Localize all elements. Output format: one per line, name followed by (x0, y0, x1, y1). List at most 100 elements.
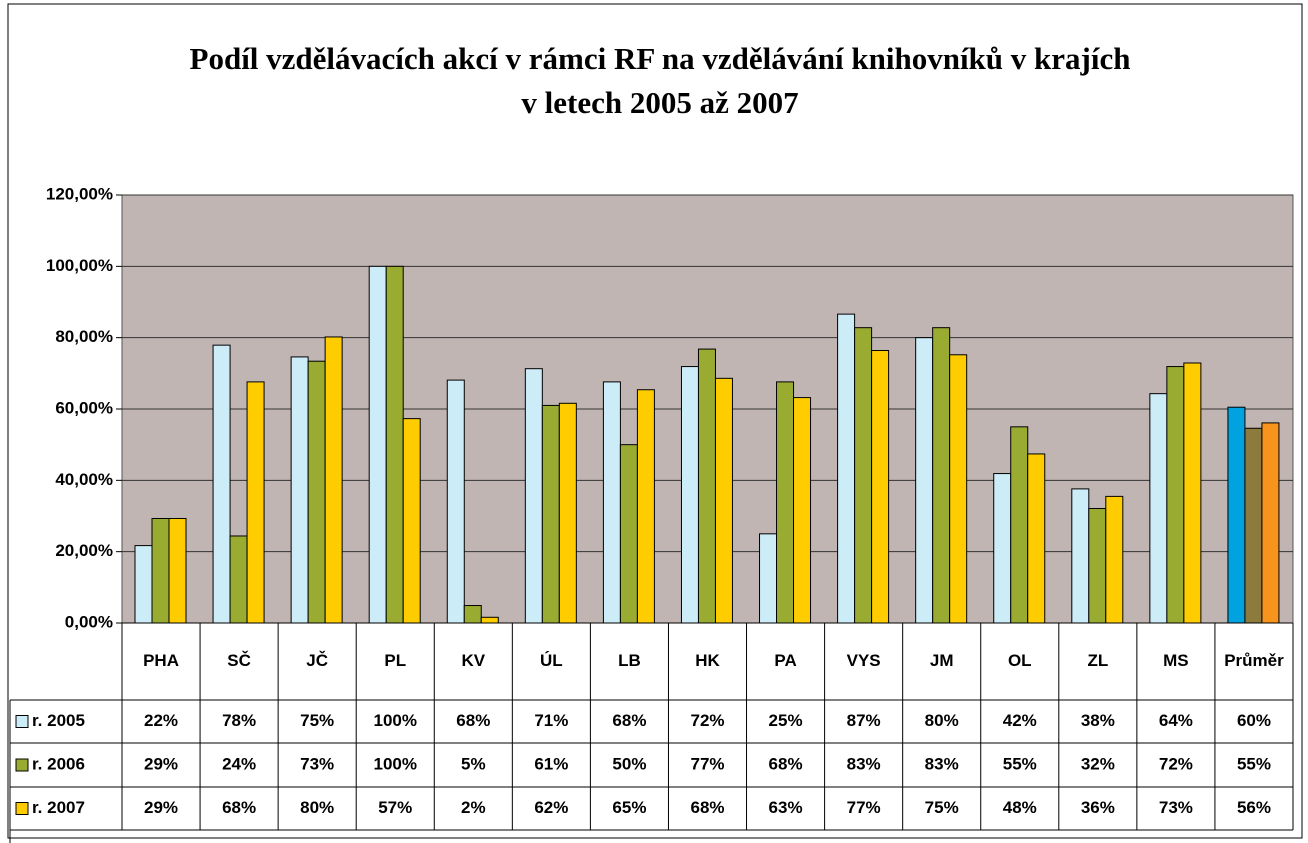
bar (558, 402, 577, 624)
data-label: 78% (222, 711, 256, 730)
data-label: 75% (300, 711, 334, 730)
x-tick-label: ÚL (540, 651, 563, 670)
data-label: 55% (1003, 754, 1037, 773)
data-label: 61% (534, 754, 568, 773)
bar (307, 360, 326, 624)
y-tick-label: 120,00% (46, 184, 113, 203)
data-label: 42% (1003, 711, 1037, 730)
y-tick-label: 100,00% (46, 256, 113, 275)
data-label: 29% (144, 754, 178, 773)
bar (324, 336, 343, 624)
bar (932, 327, 951, 624)
legend-label: r. 2005 (32, 711, 85, 730)
bar (759, 533, 778, 624)
bar (697, 348, 716, 624)
bar (402, 418, 421, 624)
bar (1149, 393, 1168, 624)
bar (854, 327, 873, 624)
data-label: 2% (461, 798, 486, 817)
data-label: 5% (461, 754, 486, 773)
bar (229, 535, 248, 624)
data-label: 68% (690, 798, 724, 817)
data-label: 48% (1003, 798, 1037, 817)
data-label: 100% (373, 754, 416, 773)
bar (1010, 426, 1029, 624)
data-label: 56% (1237, 798, 1271, 817)
bar (949, 354, 968, 624)
legend-label: r. 2007 (32, 798, 85, 817)
bar (619, 444, 638, 624)
data-label: 75% (925, 798, 959, 817)
bar (463, 605, 482, 624)
bar (1261, 422, 1280, 624)
bar (1088, 508, 1107, 624)
data-label: 80% (925, 711, 959, 730)
data-label: 24% (222, 754, 256, 773)
x-tick-label: PHA (143, 651, 179, 670)
chart-title: Podíl vzdělávacích akcí v rámci RF na vz… (190, 41, 1131, 76)
x-tick-label: PA (774, 651, 796, 670)
bar (151, 517, 170, 624)
data-label: 50% (612, 754, 646, 773)
data-label: 72% (690, 711, 724, 730)
legend-swatch (15, 802, 29, 815)
bar (915, 337, 934, 624)
bar (1244, 427, 1263, 624)
bar (541, 404, 560, 624)
bar (1166, 366, 1185, 624)
data-label: 87% (847, 711, 881, 730)
y-tick-label: 0,00% (65, 612, 113, 631)
bar (1105, 495, 1124, 624)
x-tick-label: HK (695, 651, 720, 670)
data-label: 72% (1159, 754, 1193, 773)
bar (246, 381, 265, 624)
bar (134, 545, 153, 624)
x-tick-label: JM (930, 651, 954, 670)
bar (1227, 406, 1246, 624)
bar (837, 313, 856, 624)
x-tick-label: LB (618, 651, 641, 670)
data-label: 83% (847, 754, 881, 773)
y-tick-label: 40,00% (55, 470, 113, 489)
x-tick-label: VYS (847, 651, 881, 670)
data-label: 77% (847, 798, 881, 817)
bar (1071, 488, 1090, 624)
data-label: 29% (144, 798, 178, 817)
bar (776, 381, 795, 624)
bar (793, 397, 812, 624)
x-tick-label: KV (461, 651, 485, 670)
data-label: 80% (300, 798, 334, 817)
y-tick-label: 80,00% (55, 327, 113, 346)
x-tick-label: MS (1163, 651, 1189, 670)
bar (871, 350, 890, 624)
bar (212, 344, 231, 624)
bar (1027, 453, 1046, 624)
data-label: 73% (1159, 798, 1193, 817)
data-label: 68% (222, 798, 256, 817)
data-label: 32% (1081, 754, 1115, 773)
bar (714, 377, 733, 624)
data-label: 64% (1159, 711, 1193, 730)
data-label: 65% (612, 798, 646, 817)
bar (168, 517, 187, 624)
x-tick-label: SČ (227, 651, 251, 670)
legend-label: r. 2006 (32, 754, 85, 773)
data-label: 77% (690, 754, 724, 773)
bar (480, 616, 499, 624)
y-tick-label: 60,00% (55, 398, 113, 417)
bar (524, 368, 543, 624)
data-label: 63% (769, 798, 803, 817)
bar (446, 379, 465, 624)
data-label: 55% (1237, 754, 1271, 773)
data-label: 38% (1081, 711, 1115, 730)
bar (993, 473, 1012, 624)
data-label: 25% (769, 711, 803, 730)
chart-title: v letech 2005 až 2007 (521, 85, 798, 120)
data-label: 68% (769, 754, 803, 773)
data-label: 73% (300, 754, 334, 773)
x-tick-label: Průměr (1224, 651, 1284, 670)
data-label: 100% (373, 711, 416, 730)
data-label: 62% (534, 798, 568, 817)
legend-swatch (15, 758, 29, 772)
